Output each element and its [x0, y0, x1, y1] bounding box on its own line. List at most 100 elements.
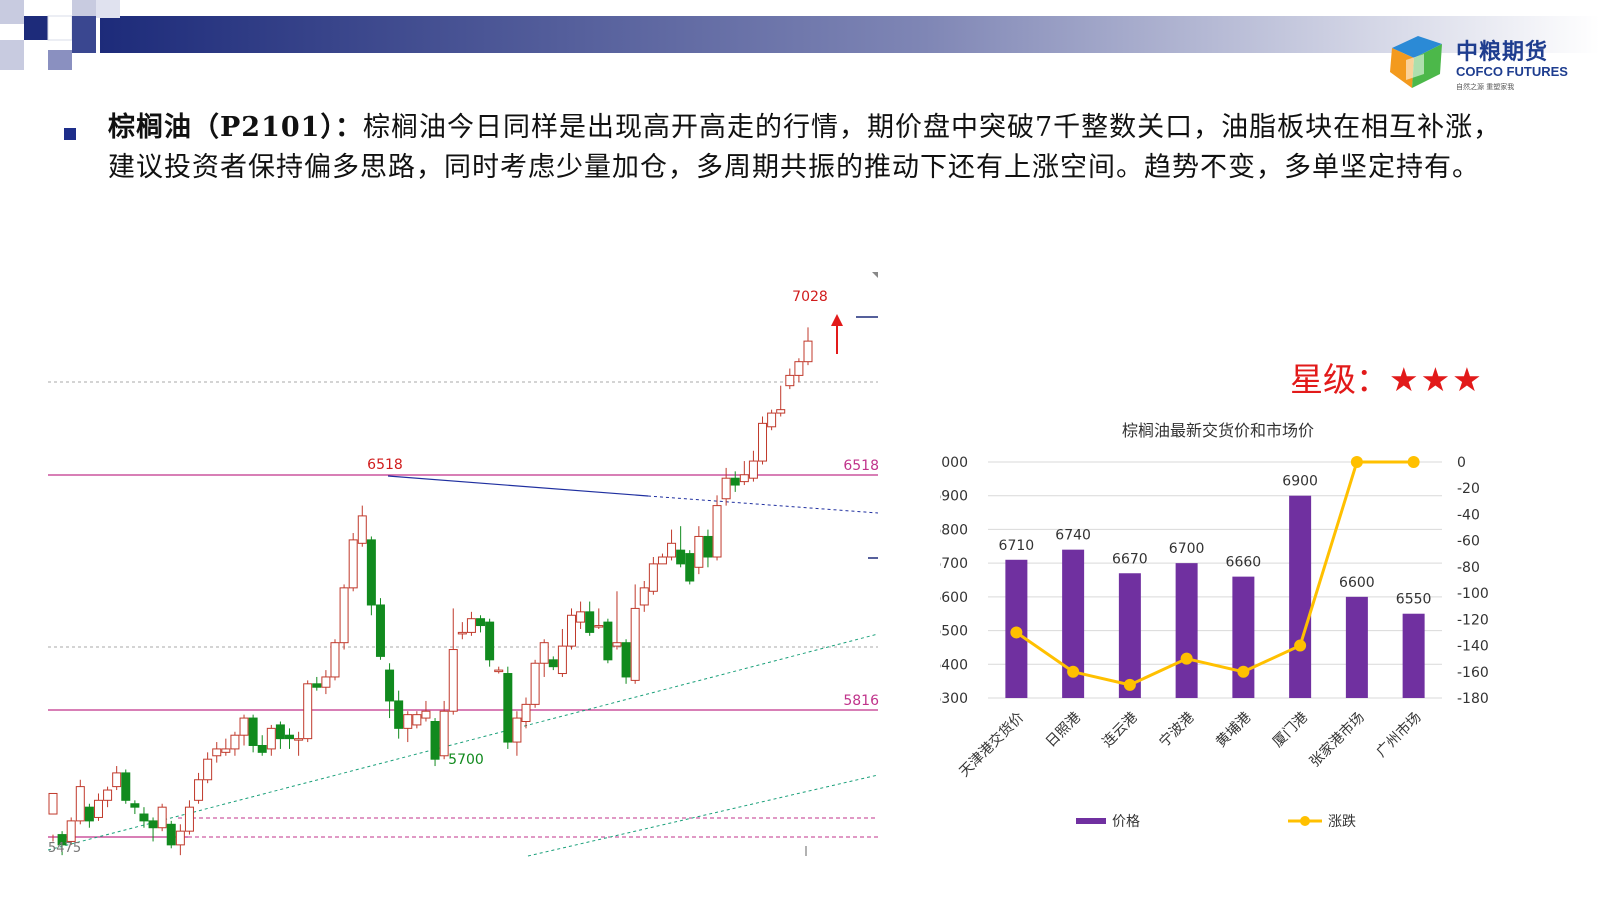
candle: [166, 820, 176, 849]
candle-body-down: [430, 721, 440, 760]
left-axis-tick: 6300: [940, 691, 968, 707]
candle-body-up: [221, 748, 231, 753]
candle-body-up: [512, 717, 522, 743]
change-series-point: [1350, 456, 1363, 468]
change-series-point: [1237, 665, 1250, 678]
candle-body-down: [485, 621, 495, 661]
category-label: 广州市场: [1373, 709, 1425, 761]
candle: [394, 690, 404, 739]
candle-body-up: [194, 779, 204, 801]
left-axis-tick: 6900: [940, 489, 968, 505]
chart-title: 棕榈油最新交货价和市场价: [1122, 421, 1314, 440]
bar: [1345, 596, 1368, 698]
candle: [175, 824, 185, 856]
left-axis-tick: 6800: [940, 522, 968, 538]
candle-body-up: [212, 748, 222, 757]
candle: [412, 711, 422, 729]
candle: [275, 721, 285, 749]
candle-body-up: [439, 710, 449, 757]
bar: [1062, 549, 1085, 698]
brand-name-cn: 中粮期货: [1456, 40, 1549, 65]
candle-body-up: [303, 683, 313, 740]
header-banner: [0, 0, 1600, 70]
candle: [503, 666, 513, 749]
right-axis-tick: -20: [1457, 481, 1480, 497]
candle: [66, 817, 76, 845]
legend-label-price: 价格: [1112, 814, 1140, 830]
annotation-high: 7028: [792, 289, 828, 305]
category-label: 连云港: [1100, 710, 1141, 751]
candle-body-up: [748, 460, 758, 479]
candle: [184, 800, 194, 835]
candle: [439, 700, 449, 760]
candle: [485, 618, 495, 667]
candle-body-up: [803, 340, 813, 363]
candle: [48, 792, 58, 842]
candle-body-up: [594, 625, 604, 628]
candle: [657, 553, 667, 565]
uptrend-channel-upper: [48, 633, 879, 851]
candle-body-up: [184, 806, 194, 832]
candle: [457, 622, 467, 640]
candle: [321, 670, 331, 695]
candle: [512, 711, 522, 756]
candle: [403, 711, 413, 743]
annotation-6518-level: 6518: [843, 458, 879, 474]
candle: [448, 608, 458, 715]
candle: [585, 601, 595, 636]
candle: [630, 584, 640, 684]
candle-body-up: [412, 714, 422, 726]
candle-body-up: [758, 422, 768, 462]
candle-body-up: [739, 474, 749, 483]
candle-body-up: [639, 587, 649, 606]
candle-body-down: [375, 604, 385, 657]
candle-body-up: [357, 515, 367, 544]
candle: [639, 581, 649, 612]
right-axis-tick: -80: [1457, 560, 1480, 576]
candle-body-up: [48, 792, 58, 815]
bar: [1175, 563, 1198, 698]
downtrend-line: [387, 475, 649, 497]
candle: [676, 526, 686, 568]
left-axis-tick: 7000: [940, 455, 968, 471]
change-series-point: [1067, 665, 1080, 678]
candle: [312, 676, 322, 691]
candle: [348, 533, 358, 592]
candle: [548, 656, 558, 671]
candle-body-down: [312, 683, 322, 688]
candle: [576, 601, 586, 629]
candle-body-up: [466, 618, 476, 633]
candle: [257, 735, 267, 756]
candle: [612, 591, 622, 650]
candle: [648, 557, 658, 595]
candle: [767, 409, 777, 431]
candle: [539, 639, 549, 677]
candle-body-up: [630, 607, 640, 681]
candle-body-up: [776, 409, 786, 414]
candle-body-down: [503, 673, 513, 743]
bar-data-label: 6900: [1282, 474, 1318, 490]
bar-data-label: 6710: [999, 538, 1035, 554]
bar-data-label: 6660: [1226, 555, 1262, 571]
bar-data-label: 6550: [1396, 592, 1432, 608]
candle: [621, 639, 631, 684]
candle-body-down: [394, 700, 404, 729]
candle-body-up: [539, 642, 549, 664]
candle-body-down: [121, 772, 131, 801]
change-series-point: [1123, 678, 1136, 691]
candle-body-down: [166, 823, 176, 846]
brand-slogan: 自然之源 重塑家我: [1456, 83, 1515, 91]
candle: [330, 639, 340, 681]
candle: [421, 700, 431, 722]
candlestick-chart: 7028 6518 6518 5816 5700 5475: [48, 272, 879, 872]
candle: [203, 752, 213, 784]
candle-body-down: [676, 549, 686, 565]
candle: [75, 779, 85, 825]
downtrend-line-extension: [647, 495, 879, 514]
candle-body-up: [203, 758, 213, 781]
right-axis-tick: -160: [1457, 665, 1489, 681]
candle-body-up: [457, 631, 467, 635]
cofco-emblem-icon: [1390, 36, 1442, 88]
candle: [703, 529, 713, 568]
candle-body-down: [385, 669, 395, 702]
